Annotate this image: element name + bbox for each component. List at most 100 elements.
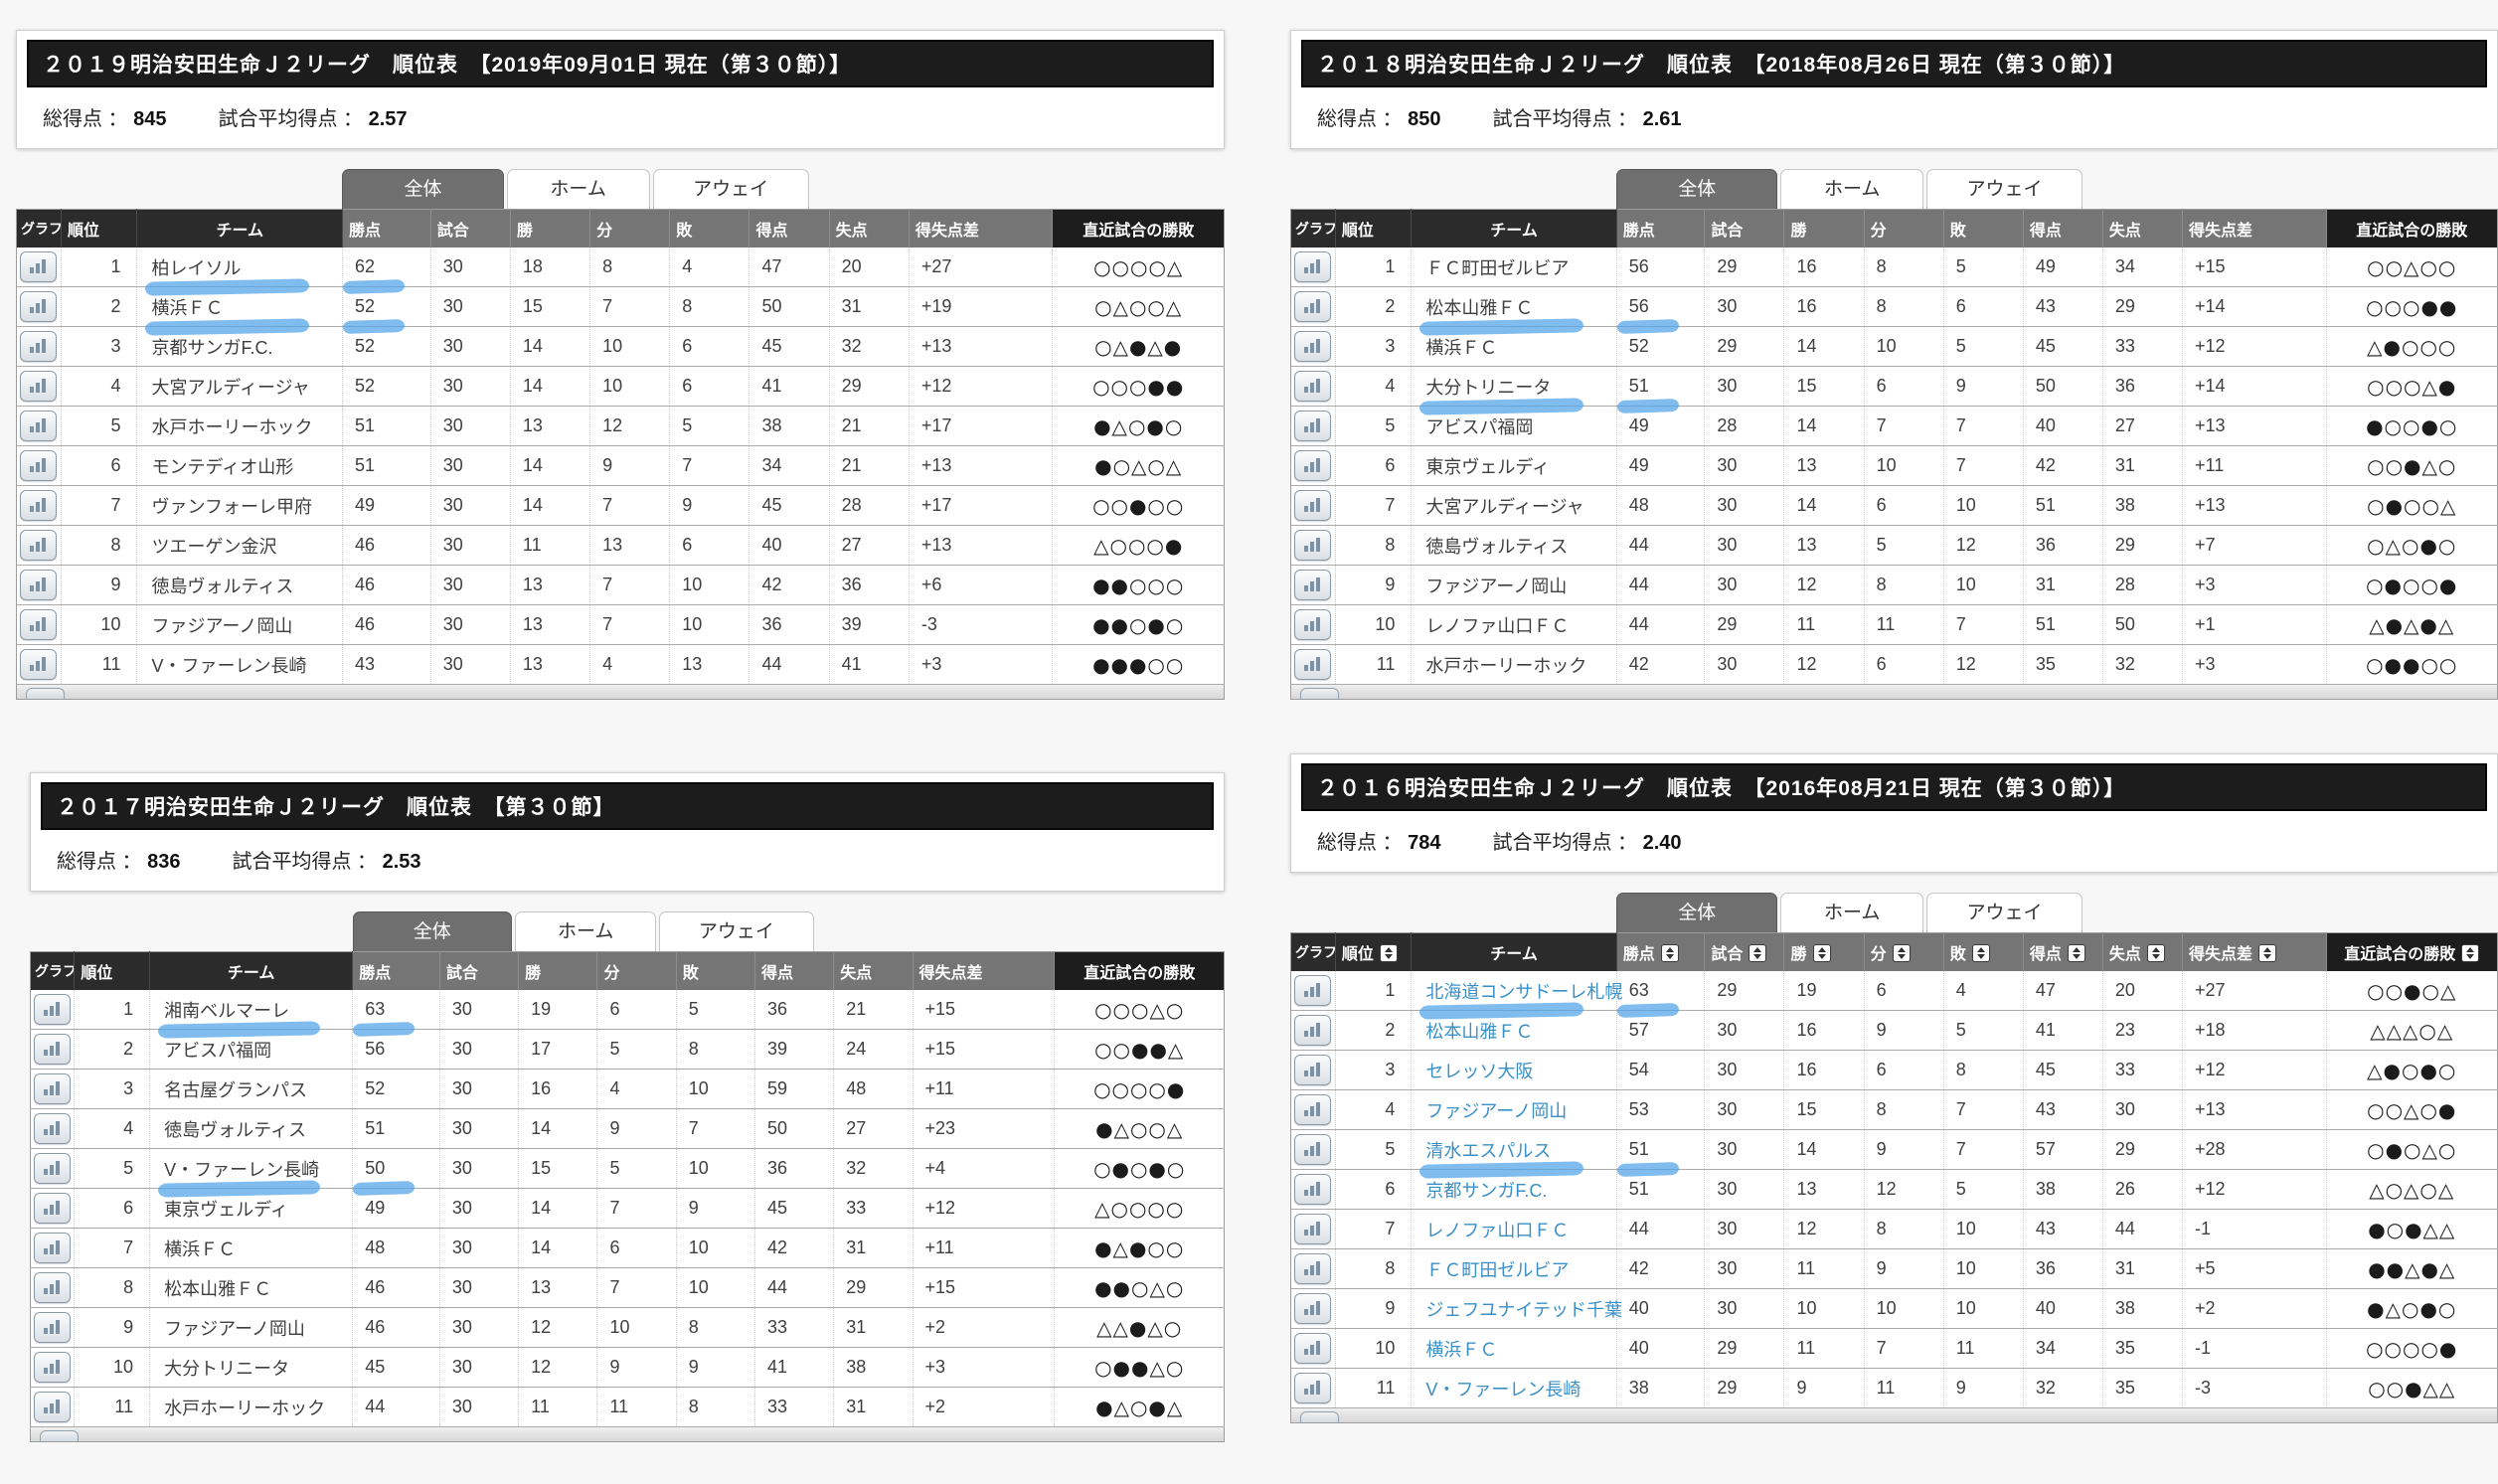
bar-chart-icon[interactable] <box>1294 1293 1332 1324</box>
bar-chart-icon[interactable] <box>1294 251 1332 282</box>
bar-chart-icon[interactable] <box>1294 649 1332 680</box>
cell-gf: 36 <box>754 990 835 1030</box>
bar-chart-icon[interactable] <box>34 1153 72 1184</box>
bar-chart-icon[interactable] <box>1294 1214 1332 1244</box>
team-name[interactable]: レノファ山口ＦＣ <box>1425 1220 1570 1240</box>
bar-chart-icon[interactable] <box>1294 1333 1332 1364</box>
cell-recent: ●●○△○ <box>1054 1267 1225 1308</box>
cell-recent: △○○○● <box>1052 525 1225 566</box>
team-name[interactable]: 北海道コンサドーレ札幌 <box>1425 981 1623 1002</box>
team-name[interactable]: 横浜ＦＣ <box>1425 1339 1498 1360</box>
team-name[interactable]: ファジアーノ岡山 <box>1425 1100 1568 1121</box>
cell-ga: 26 <box>2102 1169 2184 1210</box>
team-name[interactable]: 松本山雅ＦＣ <box>1425 1021 1534 1042</box>
column-header-label: 失点 <box>840 965 873 982</box>
cell-ga: 24 <box>833 1029 914 1070</box>
bar-chart-icon[interactable] <box>20 371 58 402</box>
bar-chart-icon[interactable] <box>1294 530 1332 561</box>
column-header-loss: 敗 <box>676 951 755 990</box>
cell-draw: 7 <box>596 1267 677 1308</box>
bar-chart-icon[interactable] <box>1294 291 1332 322</box>
sort-toggle-icon[interactable] <box>1379 944 1398 962</box>
tab-overall[interactable]: 全体 <box>352 911 513 951</box>
bar-chart-icon[interactable] <box>34 1113 72 1144</box>
tab-home[interactable]: ホーム <box>506 169 650 209</box>
cell-ga: 30 <box>2102 1089 2184 1130</box>
bar-chart-icon[interactable] <box>34 1034 72 1065</box>
bar-chart-icon[interactable] <box>1294 1015 1332 1046</box>
bar-chart-icon[interactable] <box>1294 570 1332 600</box>
tab-overall[interactable]: 全体 <box>342 169 504 209</box>
tab-home[interactable]: ホーム <box>1780 169 1924 209</box>
cell-played: 30 <box>430 485 511 526</box>
bar-chart-icon[interactable] <box>20 411 58 441</box>
cell-team: ツエーゲン金沢 <box>136 525 344 566</box>
sort-toggle-icon[interactable] <box>1892 944 1911 962</box>
team-name[interactable]: V・ファーレン長崎 <box>1425 1379 1582 1400</box>
sort-toggle-icon[interactable] <box>1749 944 1767 962</box>
bar-chart-icon[interactable] <box>1294 331 1332 362</box>
sort-toggle-icon[interactable] <box>2067 944 2085 962</box>
bar-chart-icon[interactable] <box>1294 1134 1332 1165</box>
bar-chart-icon[interactable] <box>1294 490 1332 521</box>
team-name[interactable]: セレッソ大阪 <box>1425 1061 1534 1081</box>
column-header-label: 試合 <box>436 223 469 240</box>
bar-chart-icon[interactable] <box>20 649 58 680</box>
cell-team: V・ファーレン長崎 <box>1411 1368 1617 1408</box>
tab-home[interactable]: ホーム <box>515 911 657 951</box>
bar-chart-icon[interactable] <box>20 331 58 362</box>
tab-away[interactable]: アウェイ <box>652 169 809 209</box>
cell-gd: +3 <box>2182 644 2327 685</box>
bar-chart-icon[interactable] <box>1294 371 1332 402</box>
cell-loss: 7 <box>1943 604 2024 645</box>
bar-chart-icon[interactable] <box>20 530 58 561</box>
bar-chart-icon[interactable] <box>1294 609 1332 640</box>
bar-chart-icon[interactable] <box>20 450 58 481</box>
bar-chart-icon[interactable] <box>20 291 58 322</box>
tab-away[interactable]: アウェイ <box>659 911 814 951</box>
bar-chart-icon[interactable] <box>34 1392 72 1422</box>
tab-overall[interactable]: 全体 <box>1616 169 1778 209</box>
team-name: アビスパ福岡 <box>164 1040 272 1061</box>
column-header-points: 勝点 <box>1616 932 1706 971</box>
average-points-value: 2.61 <box>1642 108 1682 130</box>
sort-toggle-icon[interactable] <box>1660 944 1679 962</box>
sort-toggle-icon[interactable] <box>1812 944 1831 962</box>
sort-toggle-icon[interactable] <box>1971 944 1990 962</box>
tab-away[interactable]: アウェイ <box>1926 169 2082 209</box>
bar-chart-icon[interactable] <box>1294 1253 1332 1284</box>
bar-chart-icon[interactable] <box>34 1193 72 1224</box>
cell-team: 清水エスパルス <box>1411 1129 1617 1179</box>
sort-toggle-icon[interactable] <box>2146 944 2165 962</box>
tab-overall[interactable]: 全体 <box>1616 893 1778 932</box>
team-name[interactable]: 清水エスパルス <box>1425 1140 1552 1161</box>
bar-chart-icon[interactable] <box>1294 1055 1332 1085</box>
bar-chart-icon[interactable] <box>34 1272 72 1303</box>
bar-chart-icon[interactable] <box>1294 450 1332 481</box>
cell-gf: 42 <box>749 565 830 605</box>
tab-away[interactable]: アウェイ <box>1926 893 2082 932</box>
bar-chart-icon[interactable] <box>1294 975 1332 1006</box>
team-name[interactable]: ジェフユナイテッド千葉 <box>1425 1299 1623 1320</box>
team-name[interactable]: 京都サンガF.C. <box>1425 1180 1548 1201</box>
bar-chart-icon[interactable] <box>1294 1094 1332 1125</box>
bar-chart-icon[interactable] <box>20 609 58 640</box>
cell-gf: 41 <box>2023 1010 2103 1051</box>
bar-chart-icon[interactable] <box>34 1312 72 1343</box>
bar-chart-icon[interactable] <box>34 1233 72 1263</box>
sort-toggle-icon[interactable] <box>2258 944 2277 962</box>
column-header-label: 分 <box>1870 223 1887 240</box>
sort-toggle-icon[interactable] <box>2461 944 2480 962</box>
bar-chart-icon[interactable] <box>20 570 58 600</box>
team-name[interactable]: ＦＣ町田ゼルビア <box>1425 1259 1570 1280</box>
bar-chart-icon[interactable] <box>20 490 58 521</box>
bar-chart-icon[interactable] <box>20 251 58 282</box>
bar-chart-icon[interactable] <box>34 994 72 1025</box>
bar-chart-icon[interactable] <box>1294 1174 1332 1205</box>
tab-home[interactable]: ホーム <box>1780 893 1924 932</box>
bar-chart-icon[interactable] <box>34 1073 72 1104</box>
bar-chart-icon[interactable] <box>1294 1373 1332 1403</box>
cell-rank: 7 <box>1335 485 1413 526</box>
bar-chart-icon[interactable] <box>1294 411 1332 441</box>
bar-chart-icon[interactable] <box>34 1352 72 1383</box>
